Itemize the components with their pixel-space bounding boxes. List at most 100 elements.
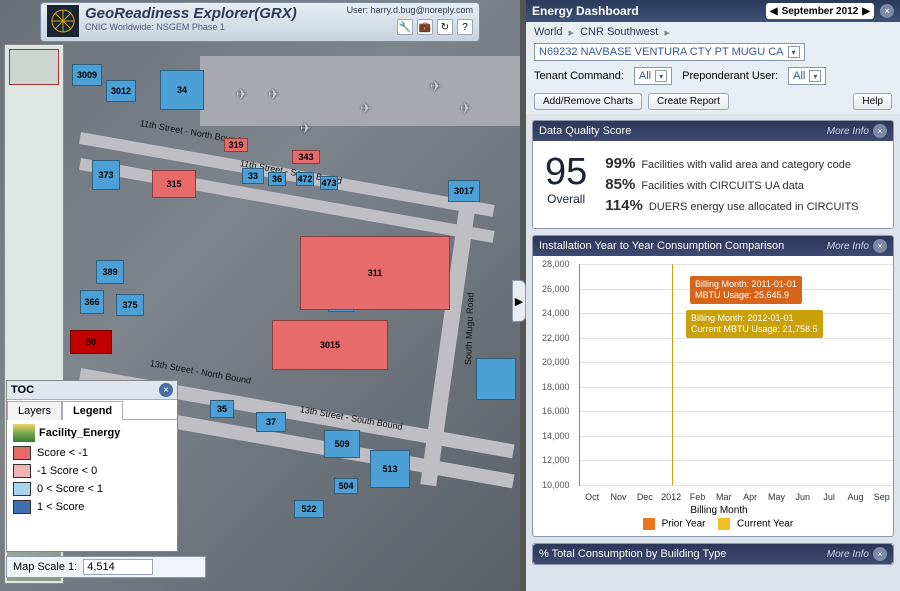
airplane-icon: ✈ [300,120,312,137]
airplane-icon: ✈ [360,100,372,117]
score-value: 95 [545,151,587,193]
building[interactable]: 3015 [272,320,388,370]
building[interactable] [476,358,516,400]
scale-input[interactable] [83,559,153,575]
legend-swatch-current [718,518,730,530]
toc-close-icon[interactable]: × [159,383,173,397]
tenant-value: All [639,70,651,82]
building[interactable]: 3012 [106,80,136,102]
add-remove-charts-button[interactable]: Add/Remove Charts [534,93,642,110]
dq-row: 114%DUERS energy use allocated in CIRCUI… [605,197,858,214]
building[interactable]: 37 [256,412,286,432]
tool-icon[interactable]: 🔧 [397,19,413,35]
dropdown-icon[interactable]: ▾ [788,46,800,58]
legend-group: Facility_Energy [39,427,120,439]
x-tick-label: Jun [790,492,816,502]
building[interactable]: 522 [294,500,324,518]
breadcrumb: World▸ CNR Southwest▸ [534,26,892,39]
building[interactable]: 34 [160,70,204,110]
card-close-icon[interactable]: × [873,124,887,138]
building[interactable]: 319 [224,138,248,152]
legend-row: -1 Score < 0 [13,464,171,478]
x-tick-label: Dec [632,492,658,502]
airplane-icon: ✈ [460,100,472,117]
tenant-select[interactable]: All ▾ [634,67,672,85]
legend-row: 0 < Score < 1 [13,482,171,496]
chart-tooltip: Billing Month: 2012-01-01Current MBTU Us… [686,310,823,338]
dq-row: 85%Facilities with CIRCUITS UA data [605,176,858,193]
building[interactable]: 389 [96,260,124,284]
scale-label: Map Scale 1: [13,561,77,573]
refresh-icon[interactable]: ↻ [437,19,453,35]
dashboard-panel: Energy Dashboard ◀ September 2012 ▶ × Wo… [526,0,900,591]
toc-title: TOC [11,384,159,396]
legend-swatch [13,464,31,478]
crumb[interactable]: CNR Southwest [580,26,658,39]
legend-row: Score < -1 [13,446,171,460]
overall-score: 95 Overall [545,151,587,218]
dq-row: 99%Facilities with valid area and catego… [605,155,858,172]
building[interactable]: 343 [292,150,320,164]
building[interactable]: 473 [320,176,338,190]
building[interactable]: 366 [80,290,104,314]
dq-rows: 99%Facilities with valid area and catego… [605,151,858,218]
dashboard-close-icon[interactable]: × [880,4,894,18]
building[interactable]: 311 [300,236,450,310]
tab-layers[interactable]: Layers [7,401,62,420]
building[interactable]: 504 [334,478,358,494]
building[interactable]: 513 [370,450,410,488]
x-tick-label: Apr [737,492,763,502]
tab-legend[interactable]: Legend [62,401,123,420]
x-tick-label: Sep [869,492,894,502]
building[interactable]: 373 [92,160,120,190]
x-tick-label: Oct [579,492,605,502]
dropdown-icon[interactable]: ▾ [655,70,667,82]
prep-select[interactable]: All ▾ [788,67,826,85]
score-label: Overall [545,192,587,206]
card-close-icon[interactable]: × [873,239,887,253]
building[interactable]: 35 [210,400,234,418]
dropdown-icon[interactable]: ▾ [809,70,821,82]
building[interactable]: 50 [70,330,112,354]
briefcase-icon[interactable]: 💼 [417,19,433,35]
overview-extent[interactable] [9,49,59,85]
month-selector[interactable]: ◀ September 2012 ▶ [766,3,874,19]
card-close-icon[interactable]: × [873,547,887,561]
building[interactable]: 3017 [448,180,480,202]
map-toolbar: 🔧 💼 ↻ ? [397,19,473,35]
prep-label: Preponderant User: [682,70,778,82]
next-month-icon[interactable]: ▶ [862,6,870,17]
x-tick-label: 2012 [658,492,684,502]
legend-label: -1 Score < 0 [37,465,97,477]
legend-label: Current Year [737,519,793,530]
installation-select[interactable]: N69232 NAVBASE VENTURA CTY PT MUGU CA ▾ [534,43,805,61]
more-info-link[interactable]: More Info [827,241,869,252]
building[interactable]: 33 [242,168,264,184]
x-tick-label: Mar [711,492,737,502]
help-button[interactable]: Help [853,93,892,110]
more-info-link[interactable]: More Info [827,126,869,137]
map-panel: GeoReadiness Explorer(GRX) CNIC Worldwid… [0,0,520,591]
app-title: GeoReadiness Explorer(GRX) [85,5,297,22]
app-logo [47,5,79,37]
panel-expander[interactable]: ▶ [512,280,526,322]
building[interactable]: 36 [268,172,286,186]
building[interactable]: 472 [296,172,314,186]
crumb[interactable]: World [534,26,563,39]
create-report-button[interactable]: Create Report [648,93,729,110]
building[interactable]: 509 [324,430,360,458]
x-tick-label: Aug [842,492,868,502]
help-icon[interactable]: ? [457,19,473,35]
toc-tabs: Layers Legend [7,400,177,420]
prev-month-icon[interactable]: ◀ [770,6,778,17]
consumption-chart-card: Installation Year to Year Consumption Co… [532,235,894,537]
installation-value: N69232 NAVBASE VENTURA CTY PT MUGU CA [539,46,784,58]
building[interactable]: 375 [116,294,144,316]
building[interactable]: 3009 [72,64,102,86]
x-tick-label: Feb [684,492,710,502]
building[interactable]: 315 [152,170,196,198]
legend-swatch [13,482,31,496]
legend-row: 1 < Score [13,500,171,514]
x-tick-label: Nov [605,492,631,502]
more-info-link[interactable]: More Info [827,549,869,560]
